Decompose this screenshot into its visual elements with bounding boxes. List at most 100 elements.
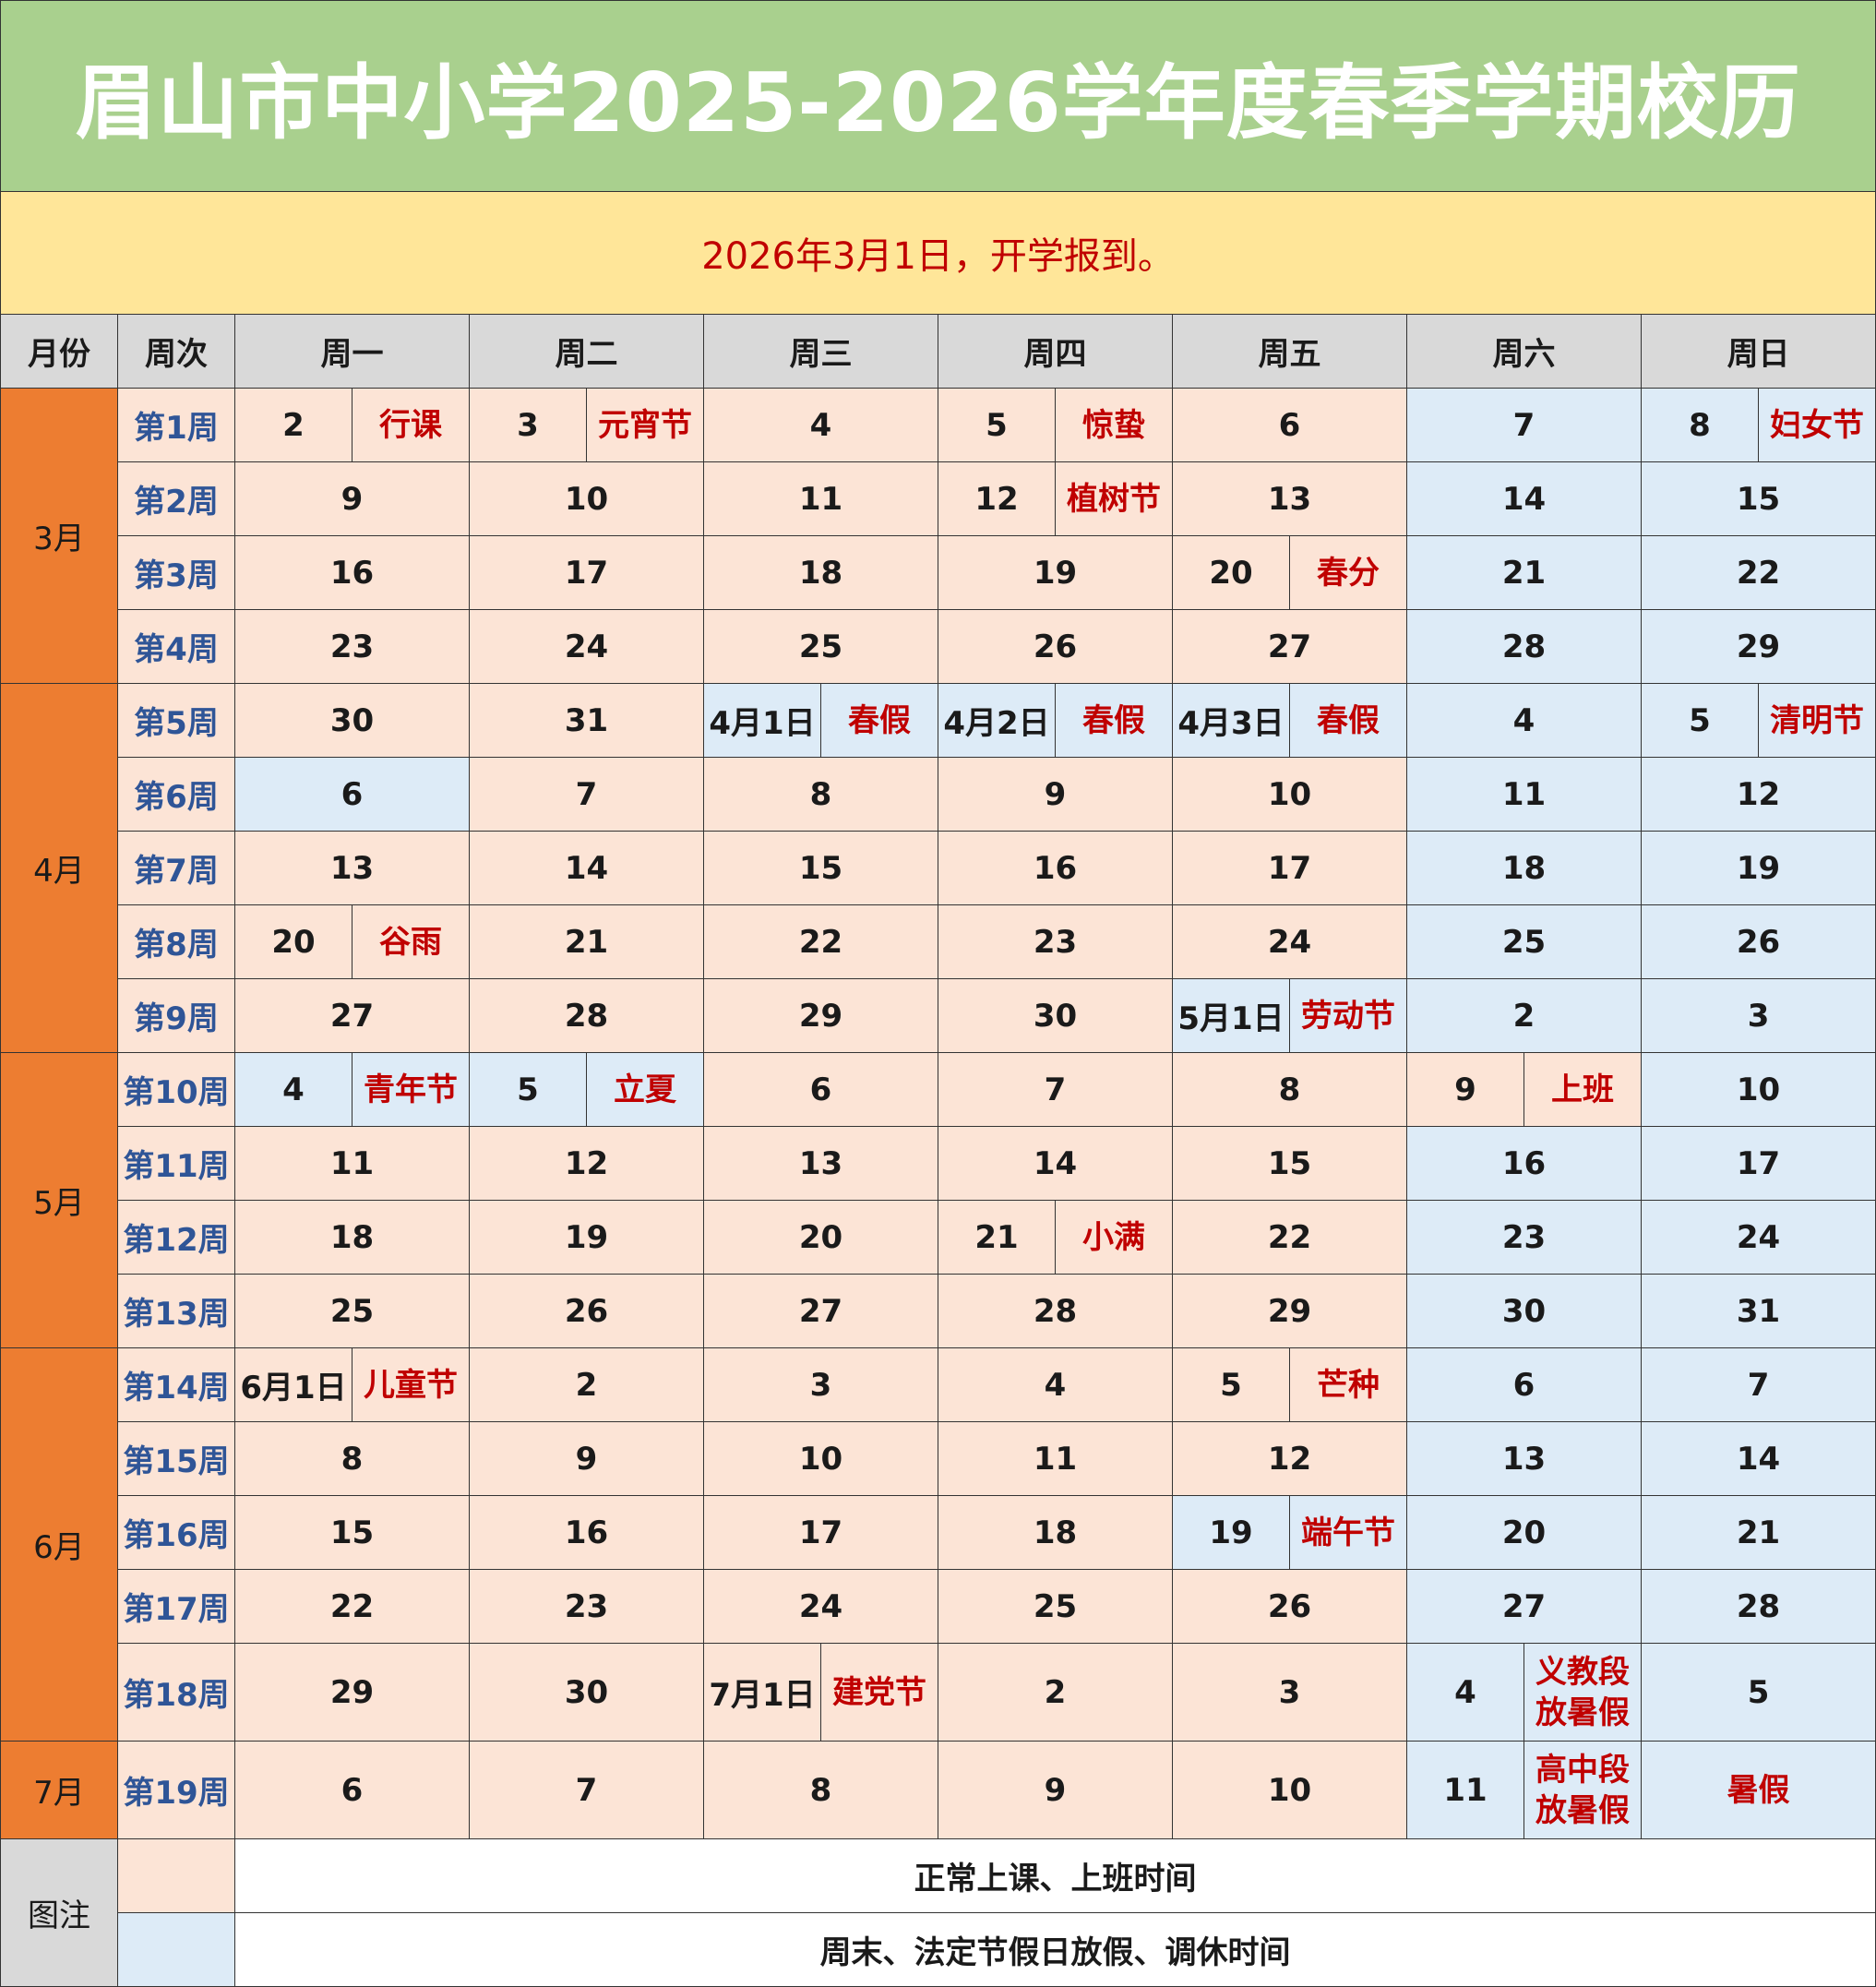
week-row: 7月 第19周 6 7 8 9 10 11 高中段 放暑假 暑假: [0, 1741, 1876, 1839]
day-fri-date: 3: [1172, 1643, 1407, 1742]
day-mon-date: 11: [234, 1126, 470, 1201]
day-thu-event-cell: 春假: [1055, 683, 1173, 758]
workday-color-swatch: [117, 1838, 235, 1913]
day-fri-date: 29: [1172, 1274, 1407, 1348]
event-label: 建党节: [832, 1673, 926, 1711]
week-row: 5月 第10周 4 青年节 5 立夏 6 7 8 9 上班 10: [0, 1052, 1876, 1348]
day-mon-date: 25: [234, 1274, 470, 1348]
day-fri-date: 27: [1172, 609, 1407, 684]
day-sat-date: 6: [1406, 1347, 1642, 1422]
event-label: 春假: [848, 701, 911, 739]
day-fri-date: 5月1日: [1172, 978, 1290, 1053]
day-wed-date: 8: [703, 757, 938, 832]
day-fri-date: 15: [1172, 1126, 1407, 1201]
day-header-mon: 周一: [234, 314, 470, 389]
day-sat-date: 28: [1406, 609, 1642, 684]
day-thu-date: 25: [938, 1569, 1173, 1644]
day-wed-date: 17: [703, 1495, 938, 1570]
day-sat-date: 16: [1406, 1126, 1642, 1201]
day-mon-date: 23: [234, 609, 470, 684]
day-fri-date: 17: [1172, 831, 1407, 905]
day-thu-date: 21: [938, 1200, 1056, 1275]
day-thu-date: 16: [938, 831, 1173, 905]
day-mon-event-cell: 行课: [352, 388, 470, 462]
day-tue-date: 21: [469, 904, 704, 979]
day-sun-date: 21: [1640, 1495, 1876, 1570]
event-label: 元宵节: [598, 406, 692, 444]
day-header-thu: 周四: [938, 314, 1173, 389]
day-sat-date: 11: [1406, 1741, 1524, 1839]
day-wed-date: 3: [703, 1347, 938, 1422]
legend-text: 正常上课、上班时间: [233, 1838, 1876, 1913]
week-column-header: 周次: [117, 314, 235, 389]
day-mon-date: 8: [234, 1421, 470, 1496]
event-label: 行课: [379, 406, 442, 444]
day-wed-event-cell: 春假: [820, 683, 938, 758]
day-mon-date: 29: [234, 1643, 470, 1742]
day-sun-date: 12: [1640, 757, 1876, 832]
day-wed-date: 11: [703, 461, 938, 536]
week-label: 第11周: [117, 1126, 235, 1201]
day-sat-date: 9: [1406, 1052, 1524, 1127]
day-sat-date: 23: [1406, 1200, 1642, 1275]
day-sun-event: 暑假: [1640, 1741, 1876, 1839]
day-fri-date: 10: [1172, 757, 1407, 832]
day-sun-event-cell: 清明节: [1757, 683, 1876, 758]
day-tue-date: 2: [469, 1347, 704, 1422]
day-thu-date: 4: [938, 1347, 1173, 1422]
month-label: 7月: [0, 1741, 118, 1839]
day-fri-date: 8: [1172, 1052, 1407, 1127]
day-fri-event-cell: 春假: [1289, 683, 1407, 758]
day-wed-event-cell: 建党节: [820, 1643, 938, 1742]
day-thu-date: 14: [938, 1126, 1173, 1201]
week-row: 第16周 15 16 17 18 19 端午节 20 21: [1, 1495, 1876, 1570]
day-tue-date: 19: [469, 1200, 704, 1275]
week-row: 第3周 16 17 18 19 20 春分 21 22: [1, 535, 1876, 610]
page-title: 眉山市中小学2025-2026学年度春季学期校历: [0, 0, 1876, 192]
day-sat-date: 20: [1406, 1495, 1642, 1570]
legend-row: 周末、法定节假日放假、调休时间: [1, 1912, 1876, 1987]
day-sat-date: 7: [1406, 388, 1642, 462]
week-label: 第3周: [117, 535, 235, 610]
week-row: 3月 第1周 2 行课 3 元宵节 4 5 惊蛰 6 7 8 妇女节: [0, 388, 1876, 684]
day-mon-date: 15: [234, 1495, 470, 1570]
day-thu-date: 11: [938, 1421, 1173, 1496]
day-header-fri: 周五: [1172, 314, 1407, 389]
event-label: 高中段: [1535, 1751, 1630, 1789]
day-thu-date: 18: [938, 1495, 1173, 1570]
day-sun-date: 17: [1640, 1126, 1876, 1201]
day-thu-date: 9: [938, 1741, 1173, 1839]
week-row: 4月 第5周 30 31 4月1日 春假 4月2日 春假 4月3日 春假 4 5 清明节: [0, 683, 1876, 1053]
day-fri-date: 5: [1172, 1347, 1290, 1422]
day-sat-event-cell: 上班: [1524, 1052, 1642, 1127]
day-thu-date: 2: [938, 1643, 1173, 1742]
day-sun-date: 24: [1640, 1200, 1876, 1275]
day-sun-date: 19: [1640, 831, 1876, 905]
week-label: 第13周: [117, 1274, 235, 1348]
day-tue-date: 10: [469, 461, 704, 536]
day-tue-date: 30: [469, 1643, 704, 1742]
day-sun-date: 28: [1640, 1569, 1876, 1644]
day-fri-event-cell: 端午节: [1289, 1495, 1407, 1570]
day-mon-date: 27: [234, 978, 470, 1053]
day-thu-date: 4月2日: [938, 683, 1056, 758]
day-tue-date: 26: [469, 1274, 704, 1348]
event-label: 春假: [1317, 701, 1380, 739]
week-row: 第2周 9 10 11 12 植树节 13 14 15: [1, 461, 1876, 536]
day-fri-date: 10: [1172, 1741, 1407, 1839]
day-thu-date: 5: [938, 388, 1056, 462]
day-thu-date: 30: [938, 978, 1173, 1053]
day-wed-date: 20: [703, 1200, 938, 1275]
event-label: 妇女节: [1770, 406, 1865, 444]
day-header-tue: 周二: [469, 314, 704, 389]
week-row: 第6周 6 7 8 9 10 11 12: [1, 757, 1876, 832]
day-tue-date: 28: [469, 978, 704, 1053]
day-tue-date: 14: [469, 831, 704, 905]
day-mon-date: 6: [234, 757, 470, 832]
day-fri-date: 22: [1172, 1200, 1407, 1275]
day-fri-date: 26: [1172, 1569, 1407, 1644]
week-row: 第11周 11 12 13 14 15 16 17: [1, 1126, 1876, 1201]
day-sun-date: 7: [1640, 1347, 1876, 1422]
week-label: 第19周: [117, 1741, 235, 1839]
day-fri-date: 24: [1172, 904, 1407, 979]
